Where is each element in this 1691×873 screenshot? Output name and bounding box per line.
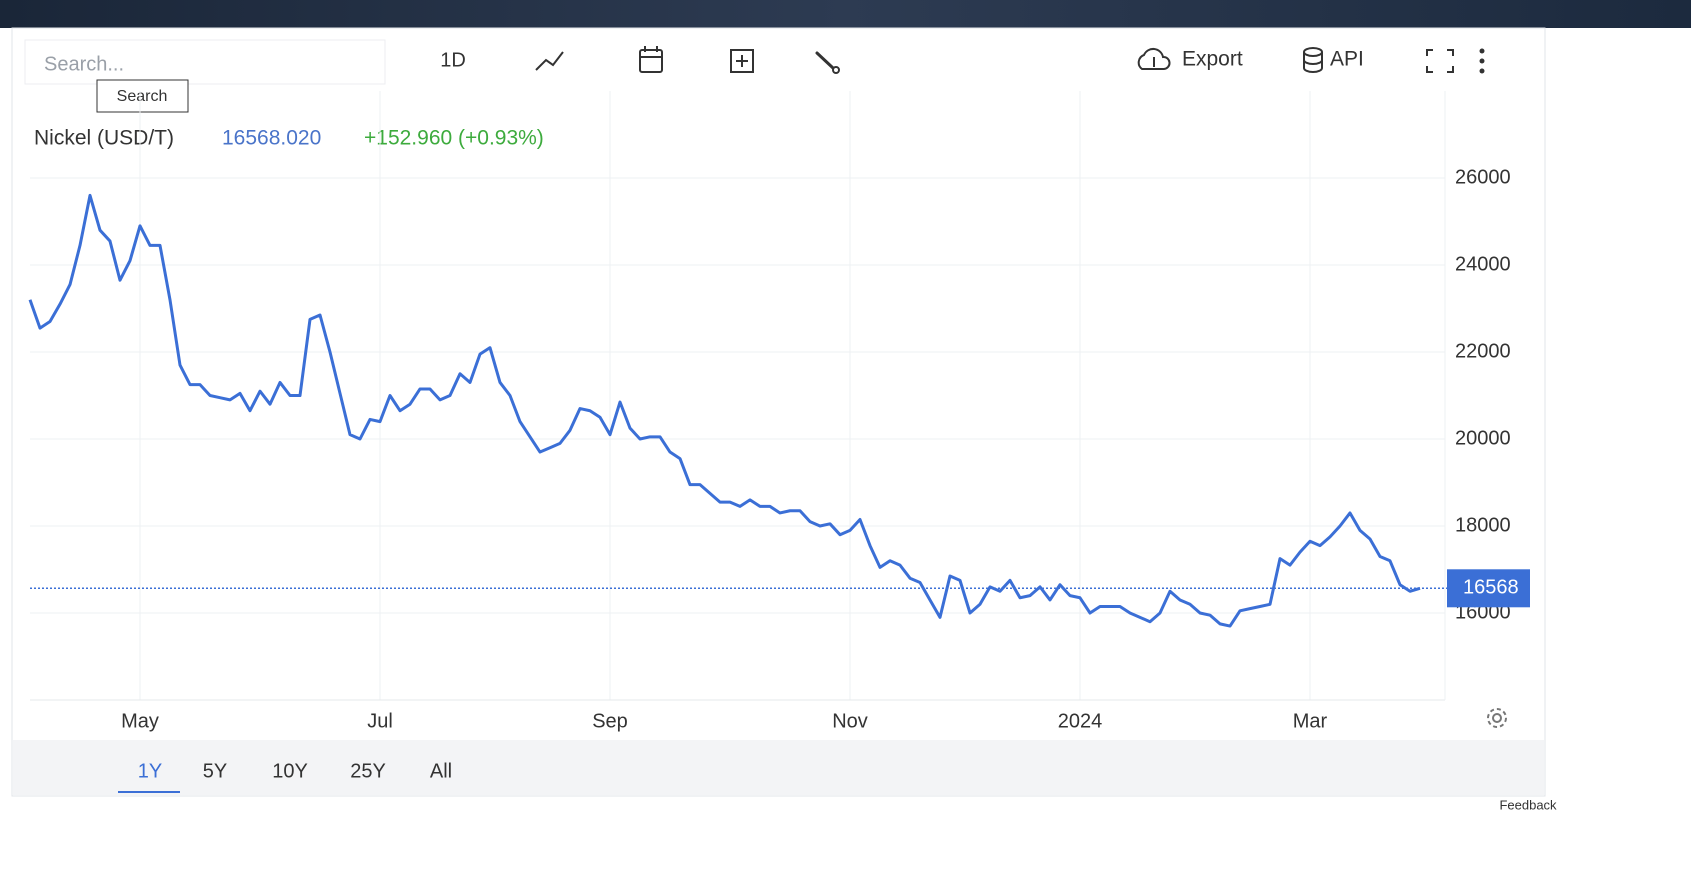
range-button[interactable]: All	[430, 760, 452, 782]
range-button[interactable]: 5Y	[203, 760, 227, 782]
price: 16568.020	[222, 127, 321, 150]
add-icon[interactable]	[730, 49, 754, 73]
x-tick-label: May	[121, 710, 159, 732]
y-tick-label: 20000	[1455, 427, 1511, 449]
series-name: Nickel (USD/T)	[34, 127, 174, 150]
range-bar	[13, 740, 1544, 795]
x-tick-label: Sep	[592, 710, 628, 732]
wrench-icon[interactable]	[815, 51, 840, 74]
price-line	[28, 193, 1421, 628]
x-tick-label: Jul	[367, 710, 393, 732]
y-tick-label: 24000	[1455, 253, 1511, 275]
price-change: +152.960 (+0.93%)	[364, 127, 544, 150]
feedback-link[interactable]: Feedback	[1499, 797, 1557, 812]
range-button[interactable]: 10Y	[272, 760, 308, 782]
export-icon[interactable]	[1137, 47, 1171, 70]
top-banner	[0, 0, 1691, 28]
y-tick-label: 18000	[1455, 514, 1511, 536]
export-button[interactable]: Export	[1182, 48, 1243, 71]
y-tick-label: 22000	[1455, 340, 1511, 362]
range-button[interactable]: 25Y	[350, 760, 386, 782]
interval-button[interactable]: 1D	[440, 49, 466, 71]
chart-type-icon[interactable]	[535, 51, 564, 71]
y-tick-label: 26000	[1455, 166, 1511, 188]
tooltip	[96, 79, 189, 113]
menu-icon[interactable]	[1479, 48, 1485, 74]
search-placeholder: Search...	[44, 53, 124, 75]
x-tick-label: 2024	[1058, 710, 1103, 732]
x-tick-label: Mar	[1293, 710, 1328, 732]
settings-icon[interactable]	[1487, 708, 1507, 728]
widget	[11, 27, 1546, 797]
api-button[interactable]: API	[1330, 48, 1364, 71]
tooltip-text: Search	[117, 88, 168, 105]
calendar-icon[interactable]	[639, 46, 663, 73]
last-value-tag	[1447, 569, 1530, 608]
x-tick-label: Nov	[832, 710, 868, 732]
range-button[interactable]: 1Y	[138, 760, 162, 782]
fullscreen-icon[interactable]	[1426, 49, 1454, 73]
search-box[interactable]	[24, 39, 386, 85]
api-icon[interactable]	[1303, 47, 1323, 73]
last-value-label: 16568	[1463, 577, 1519, 599]
